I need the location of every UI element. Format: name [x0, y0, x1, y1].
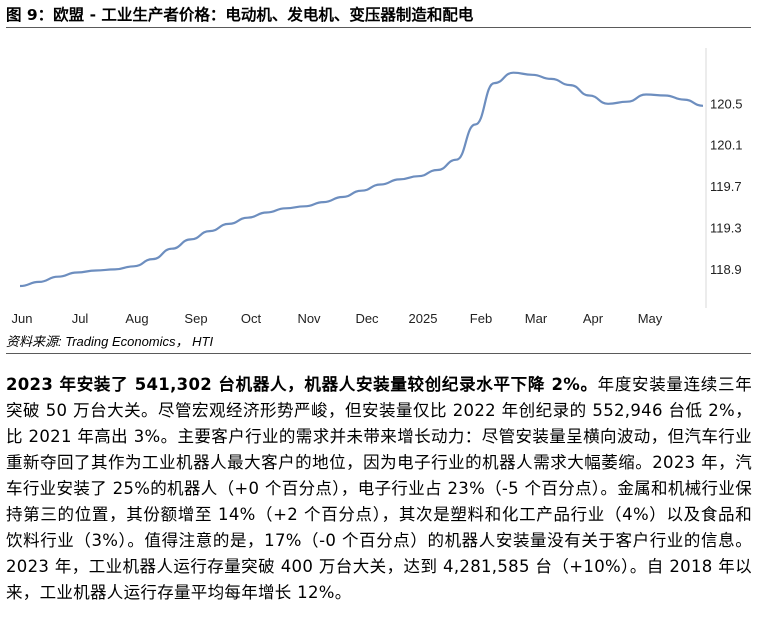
lead-sentence: 2023 年安装了 541,302 台机器人，机器人安装量较创纪录水平下降 2%… [6, 375, 598, 394]
chart-canvas: 118.9 119.3 119.7 120.1 120.5 Jun Jul Aug Sep Oct… [12, 48, 743, 326]
price-index-chart: 118.9 119.3 119.7 120.1 120.5 Jun Jul Aug Sep Oct… [0, 30, 757, 332]
figure-title: 图 9：欧盟 - 工业生产者价格：电动机、发电机、变压器制造和配电 [6, 3, 751, 28]
x-tick-label: Feb [470, 311, 492, 326]
x-tick-label: Apr [583, 311, 604, 326]
y-tick-label: 119.3 [710, 221, 742, 236]
x-tick-label: Mar [525, 311, 548, 326]
y-tick-label: 118.9 [710, 262, 742, 277]
x-tick-label: Oct [241, 311, 262, 326]
x-tick-label: Jul [72, 311, 89, 326]
x-tick-label: 2025 [409, 311, 438, 326]
y-tick-label: 119.7 [710, 179, 742, 194]
y-tick-label: 120.5 [710, 96, 743, 111]
x-tick-label: Dec [355, 311, 379, 326]
y-tick-label: 120.1 [710, 138, 743, 153]
body-paragraph: 2023 年安装了 541,302 台机器人，机器人安装量较创纪录水平下降 2%… [6, 372, 752, 606]
paragraph-text: 年度安装量连续三年突破 50 万台大关。尽管宏观经济形势严峻，但安装量仅比 20… [6, 375, 752, 602]
x-tick-label: Sep [184, 311, 207, 326]
x-tick-label: Jun [12, 311, 33, 326]
series-line [19, 71, 704, 288]
figure-source: 资料来源: Trading Economics， HTI [6, 331, 751, 354]
x-tick-label: Nov [297, 311, 321, 326]
x-tick-label: May [638, 311, 663, 326]
x-tick-label: Aug [125, 311, 148, 326]
